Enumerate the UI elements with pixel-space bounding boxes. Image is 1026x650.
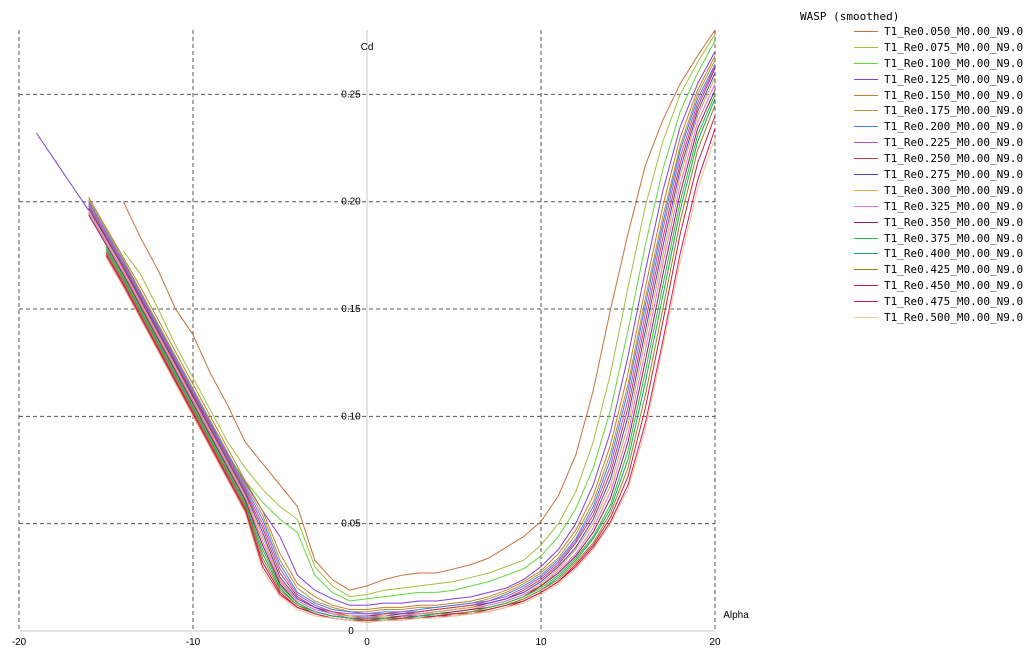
legend-item: T1_Re0.150_M0.00_N9.0 <box>800 88 1023 104</box>
series-line <box>105 98 716 621</box>
legend-label: T1_Re0.500_M0.00_N9.0 <box>884 311 1024 325</box>
x-tick-label: -10 <box>186 637 201 648</box>
chart-title: WASP (smoothed) <box>800 10 900 23</box>
legend-item: T1_Re0.275_M0.00_N9.0 <box>800 167 1023 183</box>
legend-item: T1_Re0.225_M0.00_N9.0 <box>800 135 1023 151</box>
legend-swatch <box>854 237 878 239</box>
legend-swatch <box>854 269 878 271</box>
legend-item: T1_Re0.075_M0.00_N9.0 <box>800 40 1023 56</box>
legend-swatch <box>854 205 878 207</box>
legend-item: T1_Re0.300_M0.00_N9.0 <box>800 183 1023 199</box>
series-line <box>88 89 716 619</box>
x-tick-label: -20 <box>12 637 27 648</box>
legend-item: T1_Re0.175_M0.00_N9.0 <box>800 103 1023 119</box>
legend-label: T1_Re0.125_M0.00_N9.0 <box>884 72 1024 86</box>
legend-swatch <box>854 31 878 32</box>
legend-swatch <box>854 317 878 319</box>
legend: WASP (smoothed) T1_Re0.050_M0.00_N9.0 T1_… <box>800 10 1023 326</box>
legend-item: T1_Re0.500_M0.00_N9.0 <box>800 310 1023 326</box>
legend-label: T1_Re0.250_M0.00_N9.0 <box>884 152 1024 166</box>
legend-swatch <box>854 301 878 303</box>
legend-item: T1_Re0.400_M0.00_N9.0 <box>800 246 1023 262</box>
legend-swatch <box>854 189 878 191</box>
legend-swatch <box>854 78 878 80</box>
legend-item: T1_Re0.450_M0.00_N9.0 <box>800 278 1023 294</box>
legend-label: T1_Re0.075_M0.00_N9.0 <box>884 40 1024 54</box>
legend-label: T1_Re0.425_M0.00_N9.0 <box>884 263 1024 277</box>
drag-polar-chart: -20 -10 0 10 20 0 0.05 0.10 0.15 0.20 0.25 Cd Alph… <box>12 29 749 648</box>
x-axis-label: Alpha <box>723 610 749 621</box>
y-tick-label: 0.20 <box>341 197 361 208</box>
series-line <box>105 104 716 621</box>
legend-item: T1_Re0.375_M0.00_N9.0 <box>800 231 1023 247</box>
series-line <box>88 66 716 615</box>
legend-swatch <box>854 285 878 287</box>
y-tick-label: 0.10 <box>341 411 361 422</box>
legend-label: T1_Re0.300_M0.00_N9.0 <box>884 183 1024 197</box>
legend-swatch <box>854 62 878 64</box>
legend-label: T1_Re0.325_M0.00_N9.0 <box>884 199 1024 213</box>
series-line <box>122 34 716 598</box>
y-tick-label: 0.15 <box>341 304 361 315</box>
series-line <box>88 76 716 619</box>
legend-swatch <box>854 110 878 112</box>
series-line <box>88 83 716 619</box>
series-line <box>88 59 716 613</box>
y-axis-label: Cd <box>361 42 374 53</box>
series-line <box>88 55 716 610</box>
series-line <box>122 29 716 591</box>
series-line <box>105 94 716 621</box>
series-line <box>88 68 716 617</box>
legend-label: T1_Re0.050_M0.00_N9.0 <box>884 25 1024 38</box>
legend-label: T1_Re0.375_M0.00_N9.0 <box>884 231 1024 245</box>
tick-labels: -20 -10 0 10 20 0 0.05 0.10 0.15 0.20 0.25 <box>12 89 721 648</box>
legend-item: T1_Re0.475_M0.00_N9.0 <box>800 294 1023 310</box>
legend-item: T1_Re0.200_M0.00_N9.0 <box>800 119 1023 135</box>
legend-item: T1_Re0.350_M0.00_N9.0 <box>800 215 1023 231</box>
series-line <box>105 137 716 623</box>
series-line <box>88 72 716 617</box>
legend-swatch <box>854 94 878 96</box>
legend-entries: T1_Re0.050_M0.00_N9.0 T1_Re0.075_M0.00_N9… <box>800 24 1023 326</box>
legend-label: T1_Re0.175_M0.00_N9.0 <box>884 104 1024 118</box>
y-tick-label: 0 <box>348 626 354 637</box>
legend-label: T1_Re0.275_M0.00_N9.0 <box>884 168 1024 182</box>
series-line <box>105 115 716 621</box>
y-tick-label: 0.05 <box>341 519 361 530</box>
legend-swatch <box>854 46 878 48</box>
series-line <box>88 64 716 615</box>
legend-item: T1_Re0.125_M0.00_N9.0 <box>800 72 1023 88</box>
axes <box>19 30 715 632</box>
y-tick-label: 0.25 <box>341 89 361 100</box>
legend-swatch <box>854 142 878 144</box>
legend-swatch <box>854 158 878 160</box>
legend-label: T1_Re0.100_M0.00_N9.0 <box>884 56 1024 70</box>
legend-swatch <box>854 253 878 255</box>
x-tick-label: 20 <box>709 637 721 648</box>
legend-item: T1_Re0.250_M0.00_N9.0 <box>800 151 1023 167</box>
legend-item: T1_Re0.050_M0.00_N9.0 <box>800 24 1023 40</box>
legend-label: T1_Re0.450_M0.00_N9.0 <box>884 279 1024 293</box>
legend-label: T1_Re0.150_M0.00_N9.0 <box>884 88 1024 102</box>
legend-label: T1_Re0.475_M0.00_N9.0 <box>884 295 1024 309</box>
legend-item: T1_Re0.425_M0.00_N9.0 <box>800 262 1023 278</box>
legend-item: T1_Re0.325_M0.00_N9.0 <box>800 199 1023 215</box>
x-tick-label: 0 <box>364 637 370 648</box>
series-line <box>122 40 716 602</box>
series-lines <box>35 29 716 623</box>
legend-swatch <box>854 174 878 176</box>
legend-item: T1_Re0.100_M0.00_N9.0 <box>800 56 1023 72</box>
series-line <box>35 51 716 606</box>
legend-label: T1_Re0.350_M0.00_N9.0 <box>884 215 1024 229</box>
legend-label: T1_Re0.225_M0.00_N9.0 <box>884 136 1024 150</box>
legend-label: T1_Re0.200_M0.00_N9.0 <box>884 120 1024 134</box>
legend-swatch <box>854 126 878 128</box>
x-tick-label: 10 <box>535 637 547 648</box>
legend-label: T1_Re0.400_M0.00_N9.0 <box>884 247 1024 261</box>
legend-swatch <box>854 221 878 223</box>
